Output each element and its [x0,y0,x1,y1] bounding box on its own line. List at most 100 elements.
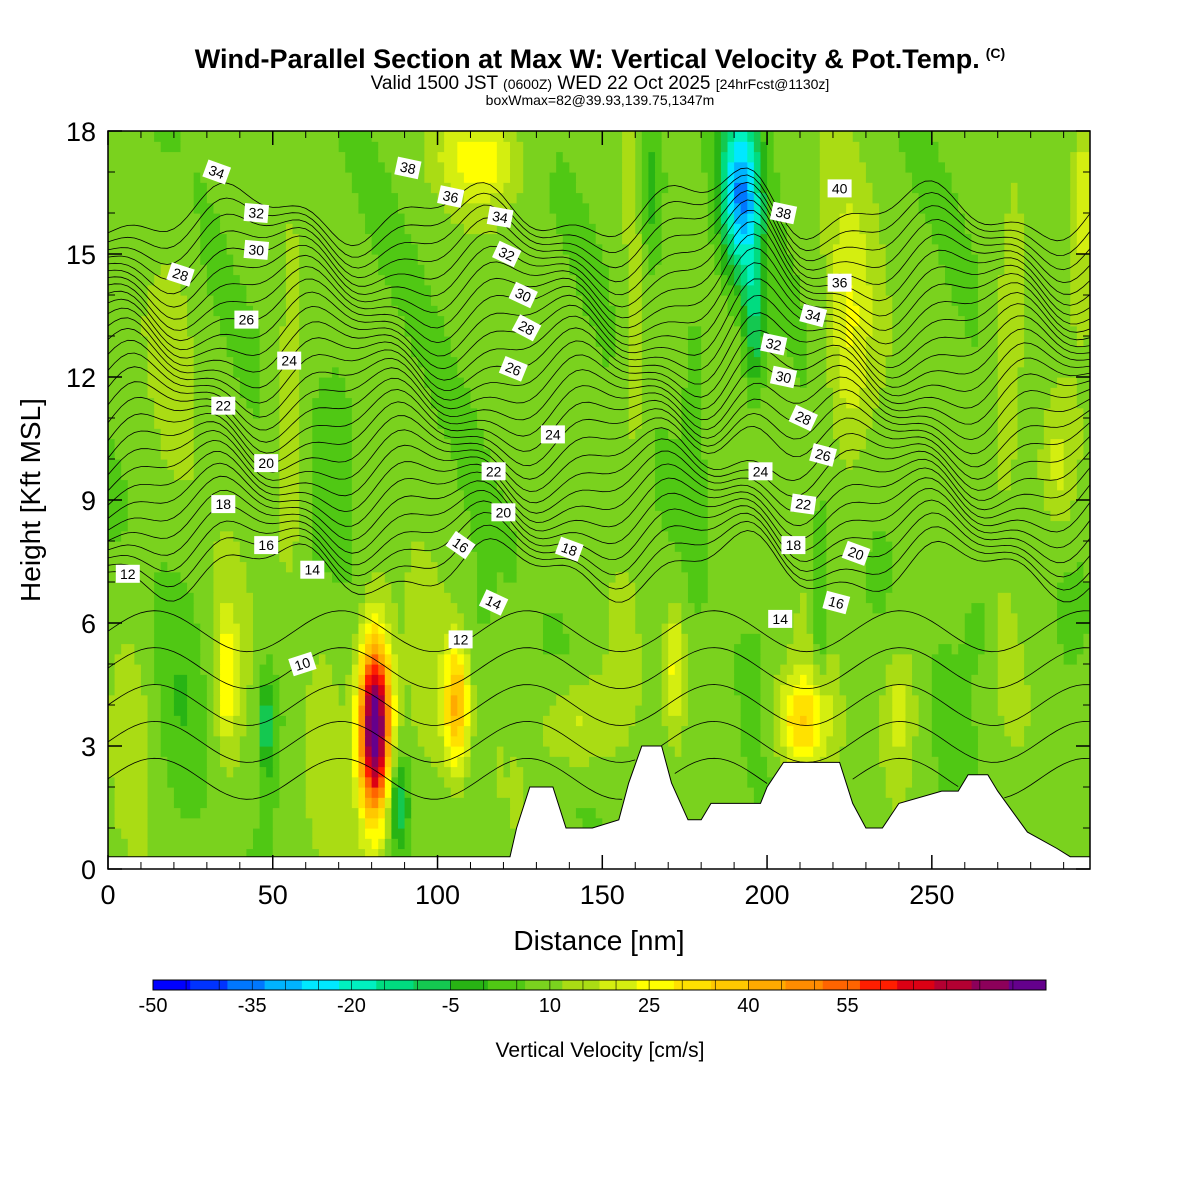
velocity-cell [411,807,511,819]
velocity-cell [457,151,498,163]
isentrope-label-text: 34 [207,162,227,182]
velocity-cell [813,694,821,706]
velocity-cell [938,756,979,768]
velocity-cell [391,756,399,768]
velocity-cell [687,684,735,696]
velocity-cell [701,407,834,419]
velocity-cell [200,633,215,645]
velocity-cell [358,602,366,614]
velocity-cell [279,407,300,419]
velocity-cell [384,602,399,614]
velocity-cell [160,735,208,747]
velocity-cell [338,141,379,153]
colorbar-swatch [1008,980,1047,990]
velocity-cell [450,705,458,716]
velocity-cell [589,315,617,327]
velocity-cell [299,500,313,511]
velocity-cell [760,746,775,757]
velocity-cell [892,305,959,317]
velocity-cell [503,746,551,757]
velocity-cell [865,582,893,593]
velocity-cell [233,264,287,276]
velocity-cell [252,407,261,419]
forecast-info: [24hrFcst@1130z] [715,76,830,92]
velocity-cell [358,202,399,214]
velocity-cell [1076,387,1090,399]
velocity-cell [358,715,366,727]
velocity-cell [173,797,208,809]
velocity-cell [826,305,834,317]
velocity-cell [147,817,261,829]
velocity-cell [154,674,175,686]
velocity-cell [997,284,1025,296]
velocity-cell [477,684,570,696]
velocity-cell [430,551,478,563]
colorbar-swatch [450,980,489,990]
velocity-cell [213,633,221,645]
velocity-cell [707,469,999,481]
isentrope-label: 16 [822,590,851,615]
velocity-cell [582,305,617,317]
velocity-cell [351,694,360,706]
velocity-cell [279,520,300,532]
velocity-cell [826,254,834,265]
y-tick-label: 6 [81,609,96,639]
velocity-cell [312,469,353,481]
velocity-cell [760,305,768,317]
velocity-cell [351,438,452,450]
velocity-cell [490,612,544,624]
velocity-cell [187,674,208,686]
velocity-cell [720,213,729,224]
velocity-cell [865,233,880,245]
velocity-cell [299,243,373,255]
velocity-cell [641,233,663,245]
velocity-cell [378,715,386,727]
velocity-cell [826,520,1090,532]
velocity-cell [773,151,821,163]
velocity-cell [780,756,788,768]
velocity-cell [740,746,762,757]
velocity-cell [958,643,986,655]
velocity-cell [404,715,412,727]
velocity-cell [800,592,808,604]
velocity-cell [397,807,406,819]
velocity-cell [753,131,762,142]
isentrope-label-bg [243,202,270,224]
velocity-cell [727,192,735,204]
velocity-cell [747,202,755,214]
velocity-cell [450,684,465,696]
velocity-cell [865,243,887,255]
velocity-cell [628,356,643,368]
velocity-cell [687,674,735,686]
velocity-cell [411,838,590,850]
velocity-cell [378,787,386,798]
velocity-cell [510,202,551,214]
velocity-cell [450,735,465,747]
velocity-cell [378,141,425,153]
velocity-cell [674,746,682,757]
velocity-cell [622,223,636,235]
valid-time-line: Valid 1500 JST (0600Z) WED 22 Oct 2025 [… [0,73,1200,95]
velocity-cell [800,715,808,727]
velocity-cell [371,131,425,142]
velocity-cell [747,131,755,142]
velocity-cell [668,643,682,655]
velocity-cell [173,674,188,686]
velocity-cell [358,674,366,686]
velocity-cell [279,797,307,809]
velocity-cell [424,264,570,276]
velocity-cell [108,541,215,552]
velocity-cell [114,797,149,809]
velocity-cell [885,356,999,368]
velocity-cell [747,172,755,183]
velocity-cell [147,366,195,378]
velocity-cell [872,602,887,614]
velocity-cell [457,623,465,634]
velocity-cell [365,643,373,655]
velocity-cell [595,233,623,245]
velocity-cell [252,653,267,665]
velocity-cell [1050,510,1071,522]
velocity-cell [391,653,399,665]
velocity-cell [338,694,346,706]
velocity-cell [1017,182,1071,194]
